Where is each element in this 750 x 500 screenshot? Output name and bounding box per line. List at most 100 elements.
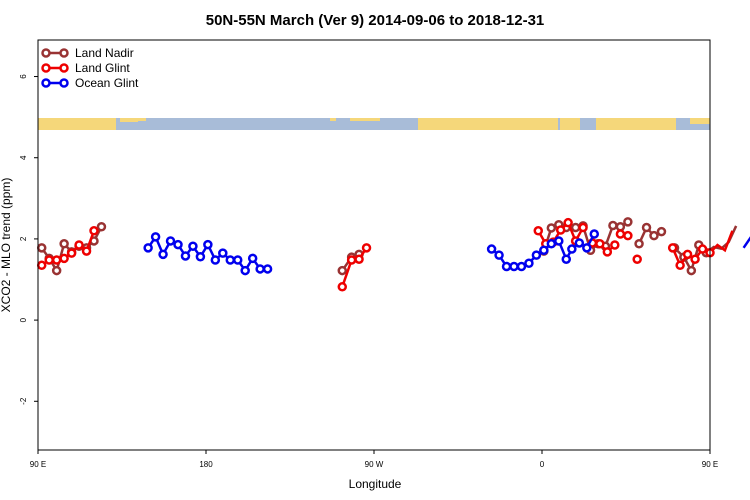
data-point	[675, 260, 685, 271]
data-point	[555, 225, 566, 235]
y-axis: -2 0 2 4 6	[19, 74, 38, 405]
data-point	[225, 255, 236, 265]
data-point	[195, 252, 206, 262]
map-land-block	[136, 118, 146, 121]
data-point	[574, 238, 585, 248]
x-tick-label: 90 W	[365, 460, 384, 469]
x-tick-label: 0	[540, 460, 545, 469]
data-point	[81, 246, 92, 256]
data-point	[337, 282, 348, 292]
data-point	[656, 226, 667, 237]
data-point	[563, 217, 573, 228]
map-land-block	[330, 118, 336, 121]
data-point	[232, 255, 243, 265]
data-point	[546, 223, 557, 233]
legend-marker	[41, 48, 51, 58]
data-point	[180, 251, 191, 261]
data-point	[682, 249, 693, 260]
y-tick-label: 2	[19, 236, 28, 241]
data-point	[218, 248, 228, 258]
x-axis: 90 E 180 90 W 0 90 E	[30, 450, 718, 469]
series-land-nadir	[36, 217, 738, 276]
data-point	[255, 264, 265, 274]
data-point	[561, 254, 572, 264]
data-point	[554, 236, 564, 246]
data-point	[686, 265, 697, 276]
data-point	[486, 244, 497, 254]
data-point	[501, 261, 512, 272]
data-point	[247, 253, 258, 264]
data-point	[531, 250, 542, 260]
y-tick-label: -2	[19, 397, 28, 405]
data-point	[354, 254, 364, 264]
x-tick-label: 90 E	[30, 460, 46, 469]
data-point	[623, 217, 633, 227]
legend-label: Ocean Glint	[75, 76, 139, 90]
legend-label: Land Nadir	[75, 46, 134, 60]
data-point	[203, 239, 213, 250]
data-point	[346, 255, 357, 265]
data-point	[158, 249, 168, 260]
data-point	[632, 254, 642, 264]
data-point	[337, 265, 348, 276]
data-point	[74, 240, 84, 250]
x-axis-label: Longitude	[349, 477, 402, 491]
data-point	[150, 232, 161, 242]
data-point	[667, 243, 678, 253]
data-point	[51, 265, 62, 276]
map-land-block	[418, 118, 558, 130]
data-point	[641, 222, 652, 233]
data-point	[509, 261, 519, 272]
data-point	[188, 241, 198, 251]
x-tick-label: 90 E	[702, 460, 718, 469]
data-point	[546, 239, 557, 249]
y-axis-label: XCO2 - MLO trend (ppm)	[0, 178, 13, 313]
data-point	[589, 229, 600, 239]
data-point	[44, 255, 54, 265]
data-point	[66, 248, 77, 258]
data-point	[615, 221, 626, 232]
data-point	[533, 226, 544, 236]
data-point	[36, 243, 47, 253]
data-point	[240, 265, 250, 276]
data-point	[578, 222, 588, 233]
map-land-block	[690, 118, 710, 124]
data-point	[634, 239, 644, 249]
data-point	[96, 221, 107, 232]
data-point	[210, 255, 221, 265]
data-point	[539, 245, 549, 256]
legend-marker	[41, 63, 51, 73]
data-point	[623, 230, 633, 241]
y-tick-label: 6	[19, 74, 28, 79]
series-ocean-glint	[143, 229, 750, 276]
y-tick-label: 0	[19, 317, 28, 322]
legend-marker	[59, 63, 69, 73]
world-map-strip	[38, 118, 710, 130]
data-point	[524, 258, 534, 269]
data-point	[690, 254, 700, 264]
series-land-glint	[36, 217, 734, 292]
data-point	[89, 226, 99, 236]
map-land-block	[596, 118, 676, 130]
data-point	[610, 240, 620, 250]
data-point	[262, 264, 273, 274]
chart-title: 50N-55N March (Ver 9) 2014-09-06 to 2018…	[206, 12, 545, 29]
data-point	[649, 230, 659, 241]
map-land-block	[560, 118, 580, 130]
data-point	[36, 260, 47, 271]
series-line	[742, 236, 750, 249]
map-land-block	[38, 118, 116, 130]
data-point	[567, 244, 577, 254]
data-point	[51, 255, 62, 265]
legend-marker	[41, 78, 51, 88]
data-point	[582, 243, 592, 253]
data-point	[494, 250, 504, 260]
data-point	[165, 236, 176, 246]
x-tick-label: 180	[199, 460, 213, 469]
data-point	[173, 239, 183, 250]
data-point	[615, 229, 626, 239]
legend-label: Land Glint	[75, 61, 130, 75]
legend-marker	[59, 78, 69, 88]
data-point	[697, 244, 708, 254]
